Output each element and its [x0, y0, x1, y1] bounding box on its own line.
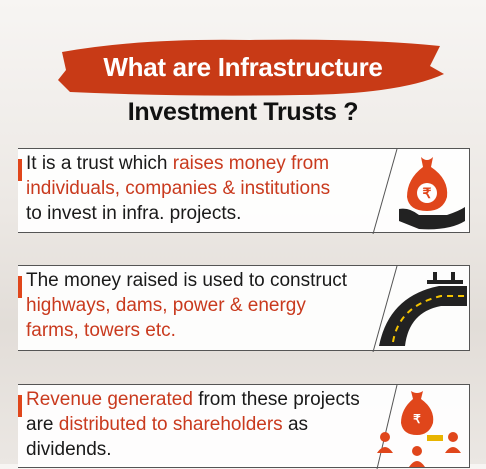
- card-text: Revenue generated from these projects are…: [26, 387, 360, 462]
- title-brush: [58, 39, 444, 96]
- highlight-text: raises money from: [172, 153, 330, 174]
- accent: [18, 159, 22, 181]
- text-line: are distributed to shareholders as: [26, 412, 360, 437]
- svg-text:₹: ₹: [423, 185, 432, 201]
- highlight-text: distributed to shareholders: [58, 414, 283, 435]
- title-line2: Investment Trusts ?: [127, 98, 359, 126]
- plain-text: The money raised is used to construct: [26, 270, 348, 291]
- dividend-icon: ₹: [376, 385, 461, 469]
- text-line: farms, towers etc.: [26, 318, 347, 343]
- plain-text: from these projects: [192, 389, 360, 410]
- text-line: dividends.: [26, 437, 360, 462]
- text-line: Revenue generated from these projects: [26, 387, 360, 412]
- road-icon: [372, 266, 467, 352]
- text-line: The money raised is used to construct: [26, 268, 347, 293]
- text-line: highways, dams, power & energy: [26, 293, 347, 318]
- text-line: It is a trust which raises money from: [26, 151, 330, 176]
- text-line: to invest in infra. projects.: [26, 201, 330, 226]
- plain-text: dividends.: [26, 439, 112, 460]
- highlight-text: highways, dams, power & energy: [26, 295, 306, 316]
- card-text: The money raised is used to construct hig…: [26, 268, 347, 343]
- card: Revenue generated from these projects are…: [18, 384, 470, 469]
- svg-text:₹: ₹: [413, 412, 421, 426]
- card: The money raised is used to construct hig…: [18, 265, 470, 352]
- text-line: individuals, companies & institutions: [26, 176, 330, 201]
- accent: [18, 276, 22, 298]
- card: It is a trust which raises money from ind…: [18, 148, 470, 234]
- title-line1: What are Infrastructure: [103, 52, 383, 82]
- plain-text: to invest in infra. projects.: [26, 203, 242, 224]
- card-text: It is a trust which raises money from ind…: [26, 151, 330, 226]
- money-icon: ₹: [372, 149, 465, 234]
- plain-text: are: [26, 414, 59, 435]
- plain-text: It is a trust which: [26, 153, 173, 174]
- highlight-text: individuals, companies & institutions: [26, 178, 331, 199]
- highlight-text: Revenue generated: [26, 389, 193, 410]
- accent: [18, 395, 22, 417]
- plain-text: as: [282, 414, 309, 435]
- highlight-text: farms, towers etc.: [26, 320, 176, 341]
